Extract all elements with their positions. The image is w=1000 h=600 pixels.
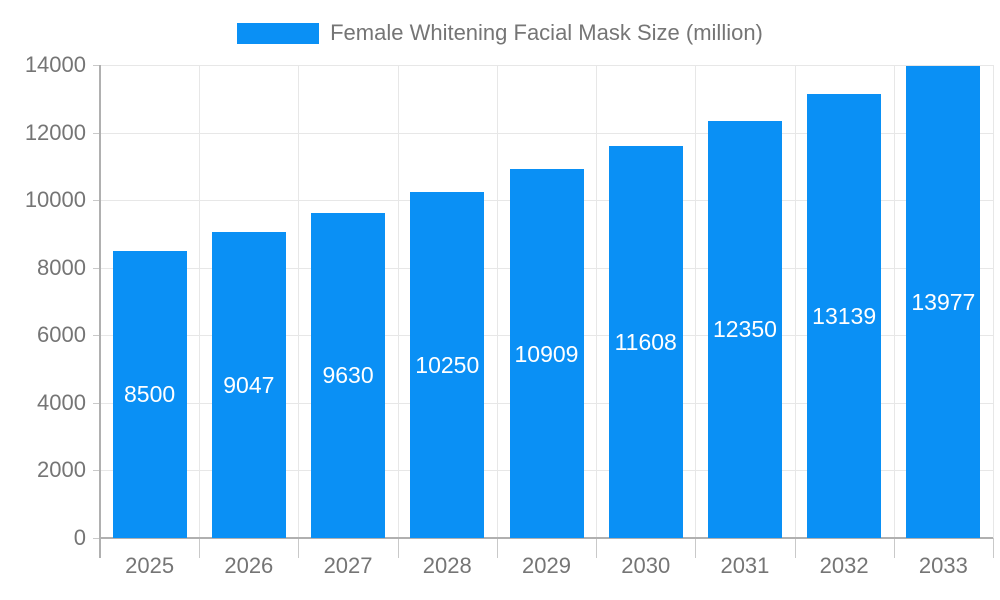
xtick-6	[695, 538, 697, 558]
x-axis-label-2028: 2028	[422, 553, 472, 578]
x-axis-label-2030: 2030	[621, 553, 671, 578]
xtick-1	[199, 538, 201, 558]
bar-value-2027: 9630	[322, 362, 374, 389]
bar-2025[interactable]	[112, 250, 187, 538]
x-axis-label-2029: 2029	[522, 553, 571, 578]
legend-label: Female Whitening Facial Mask Size (milli…	[330, 20, 763, 45]
bar-value-2032: 13139	[812, 303, 877, 330]
bar-value-2031: 12350	[712, 316, 777, 343]
y-axis-line	[99, 65, 101, 558]
bar-value-2026: 9047	[223, 372, 275, 399]
bar-2030[interactable]	[608, 145, 683, 538]
xtick-3	[397, 538, 399, 558]
x-axis-label-2025: 2025	[125, 553, 175, 578]
gridline-x-2	[298, 65, 300, 538]
gridline-x-9	[993, 65, 994, 538]
xtick-4	[496, 538, 498, 558]
x-axis-label-2033: 2033	[918, 553, 968, 578]
x-axis-label-2027: 2027	[323, 553, 373, 578]
gridline-x-3	[397, 65, 399, 538]
y-axis-label: 0	[73, 525, 86, 550]
xtick-7	[794, 538, 796, 558]
x-axis-label-2031: 2031	[720, 553, 770, 578]
bar-value-2030: 11608	[614, 328, 677, 355]
bar-value-2025: 8500	[124, 381, 176, 408]
x-axis-label-2032: 2032	[819, 553, 869, 578]
bar-2031[interactable]	[707, 120, 782, 538]
ytick-12000	[93, 132, 100, 134]
bar-value-2029: 10909	[514, 340, 579, 367]
gridline-x-8	[893, 65, 895, 538]
legend-swatch	[237, 22, 320, 44]
y-axis-label: 14000	[24, 52, 86, 77]
y-axis-label: 4000	[37, 389, 86, 415]
ytick-10000	[93, 200, 100, 202]
gridline-x-7	[794, 65, 796, 538]
bar-2029[interactable]	[509, 169, 584, 538]
bar-2028[interactable]	[410, 191, 485, 538]
xtick-8	[893, 538, 895, 558]
y-axis-label: 10000	[24, 187, 86, 213]
gridline-x-5	[596, 65, 598, 538]
x-axis-line	[99, 537, 993, 539]
y-axis-label: 12000	[24, 119, 86, 145]
gridline-y-14000	[100, 65, 993, 66]
legend: Female Whitening Facial Mask Size (milli…	[0, 20, 1000, 46]
bar-2032[interactable]	[807, 94, 882, 538]
bar-2033[interactable]	[906, 65, 981, 538]
y-axis-label: 6000	[37, 322, 86, 348]
gridline-x-6	[695, 65, 697, 538]
xtick-9	[993, 538, 994, 558]
y-axis-label: 8000	[37, 254, 86, 280]
y-axis-label: 2000	[37, 457, 86, 483]
bar-2027[interactable]	[311, 212, 386, 538]
ytick-8000	[93, 267, 100, 269]
bar-value-2033: 13977	[911, 288, 976, 315]
gridline-y-12000	[100, 132, 993, 134]
xtick-5	[596, 538, 598, 558]
x-axis-label-2026: 2026	[224, 553, 274, 578]
gridline-x-4	[496, 65, 498, 538]
ytick-6000	[93, 335, 100, 337]
ytick-14000	[93, 65, 100, 66]
bar-2026[interactable]	[211, 232, 286, 538]
xtick-2	[298, 538, 300, 558]
ytick-2000	[93, 470, 100, 472]
ytick-0	[93, 538, 100, 539]
gridline-x-1	[199, 65, 201, 538]
ytick-4000	[93, 402, 100, 404]
bar-value-2028: 10250	[415, 351, 480, 378]
